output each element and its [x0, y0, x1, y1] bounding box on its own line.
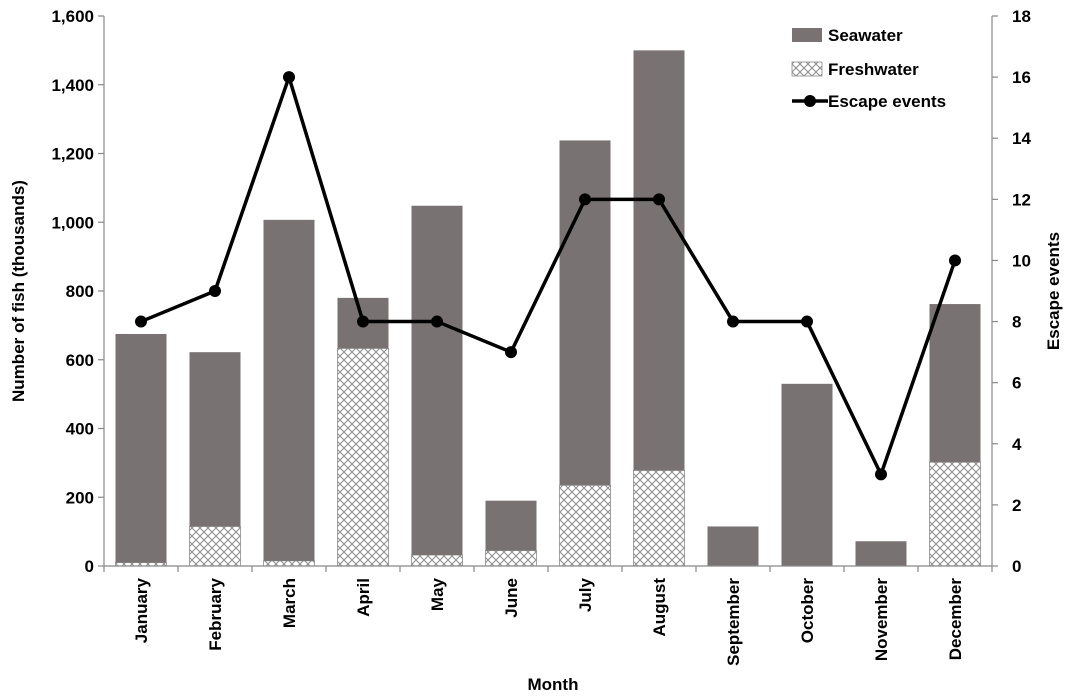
escape-events-point-november [875, 468, 887, 481]
bar-freshwater-march [263, 560, 315, 567]
labels-layer: 0 200 400 600 800 1,000 1,200 1,400 1,600 0 2 4 6 8 10… [9, 7, 1063, 694]
escape-events-point-july [579, 193, 591, 206]
y-right-tick-label: 0 [1012, 557, 1021, 576]
y-left-tick-label: 400 [66, 420, 94, 439]
y-right-tick-label: 2 [1012, 496, 1021, 515]
escape-events-point-march [283, 71, 295, 84]
y-right-tick-label: 10 [1012, 251, 1031, 270]
escape-events-point-january [135, 315, 147, 328]
y-right-tick-label: 12 [1012, 190, 1031, 209]
bar-freshwater-may [411, 554, 463, 567]
bar-freshwater-april [337, 348, 389, 567]
y-left-tick-label: 1,400 [51, 76, 94, 95]
x-tick-label-march: March [280, 578, 299, 628]
bar-freshwater-february [189, 526, 241, 567]
legend-label-escape-events: Escape events [828, 92, 946, 111]
escape-events-point-september [727, 315, 739, 328]
bar-seawater-march [263, 219, 315, 561]
y-right-tick-label: 6 [1012, 374, 1021, 393]
y-left-tick-label: 600 [66, 351, 94, 370]
y-left-tick-label: 1,200 [51, 145, 94, 164]
bar-seawater-december [929, 304, 981, 463]
bar-seawater-may [411, 205, 463, 555]
y-left-tick-label: 800 [66, 282, 94, 301]
legend-swatch-freshwater [791, 61, 823, 77]
legend-label-freshwater: Freshwater [828, 60, 919, 79]
y-right-tick-label: 18 [1012, 7, 1031, 26]
y-right-tick-label: 14 [1012, 129, 1031, 148]
bar-freshwater-june [485, 550, 537, 567]
y-right-tick-label: 4 [1012, 435, 1022, 454]
x-tick-label-october: October [798, 578, 817, 644]
x-tick-label-june: June [502, 578, 521, 618]
escape-events-point-august [653, 193, 665, 206]
bar-seawater-august [633, 50, 685, 471]
x-tick-label-july: July [576, 577, 595, 612]
escape-events-point-april [357, 315, 369, 328]
axes-layer [98, 15, 998, 572]
x-tick-label-september: September [724, 578, 743, 666]
bar-freshwater-july [559, 484, 611, 567]
escape-events-point-february [209, 285, 221, 297]
bars-layer [115, 50, 981, 567]
bar-seawater-july [559, 140, 611, 486]
escape-line-layer [135, 71, 961, 481]
x-tick-label-august: August [650, 578, 669, 637]
escape-events-point-october [801, 315, 813, 328]
bar-seawater-september [707, 526, 759, 566]
legend: Seawater Freshwater Escape events [791, 26, 946, 111]
x-tick-label-april: April [354, 578, 373, 617]
y-left-tick-label: 0 [85, 557, 94, 576]
bar-freshwater-december [929, 461, 981, 567]
escape-events-point-december [949, 254, 961, 267]
x-tick-label-february: February [206, 577, 225, 650]
legend-swatch-seawater [792, 28, 822, 42]
y-right-tick-label: 16 [1012, 68, 1031, 87]
escape-events-point-may [431, 315, 443, 328]
y-axis-left-title: Number of fish (thousands) [9, 180, 28, 402]
bar-seawater-january [115, 333, 167, 563]
x-axis-title: Month [528, 675, 579, 694]
y-left-tick-label: 200 [66, 488, 94, 507]
escape-events-point-june [505, 346, 517, 359]
y-left-tick-label: 1,600 [51, 7, 94, 26]
x-tick-label-november: November [872, 578, 891, 662]
y-left-tick-label: 1,000 [51, 213, 94, 232]
bar-freshwater-august [633, 470, 685, 567]
legend-label-seawater: Seawater [828, 26, 903, 45]
bar-seawater-february [189, 352, 241, 527]
bar-seawater-november [855, 541, 907, 566]
y-right-tick-label: 8 [1012, 313, 1021, 332]
legend-swatch-escape-marker [804, 95, 816, 107]
bar-seawater-june [485, 500, 537, 551]
escape-events-line [140, 75, 957, 477]
x-tick-label-december: December [946, 578, 965, 661]
y-axis-right-title: Escape events [1044, 232, 1063, 350]
x-tick-label-january: January [132, 577, 151, 643]
x-tick-label-may: May [428, 577, 447, 611]
bar-seawater-october [781, 383, 833, 566]
